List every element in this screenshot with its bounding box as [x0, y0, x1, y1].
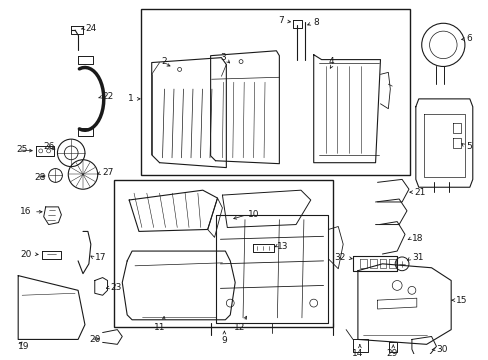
Text: 22: 22: [102, 93, 114, 102]
Text: 21: 21: [414, 188, 426, 197]
Text: 11: 11: [154, 323, 165, 332]
Text: 10: 10: [247, 210, 259, 219]
Text: 4: 4: [328, 57, 333, 66]
Text: 2: 2: [161, 57, 167, 66]
Text: 19: 19: [18, 342, 30, 351]
Text: 3: 3: [220, 53, 226, 62]
Text: 9: 9: [221, 337, 227, 346]
Text: 27: 27: [102, 168, 114, 177]
Text: 28: 28: [34, 173, 45, 182]
Text: 25: 25: [16, 145, 27, 154]
Text: 5: 5: [465, 141, 471, 150]
Text: 26: 26: [43, 141, 55, 150]
Text: 14: 14: [351, 349, 363, 358]
Text: 7: 7: [278, 16, 284, 25]
Text: 1: 1: [128, 94, 134, 103]
Text: 20: 20: [89, 335, 100, 344]
Text: 13: 13: [277, 242, 288, 251]
Text: 15: 15: [455, 296, 467, 305]
Text: 12: 12: [234, 323, 245, 332]
Text: 23: 23: [110, 283, 122, 292]
Text: 31: 31: [411, 253, 423, 262]
Bar: [141, 9, 409, 175]
Text: 8: 8: [313, 18, 319, 27]
Text: 6: 6: [465, 33, 471, 42]
Text: 32: 32: [334, 253, 346, 262]
Text: 17: 17: [95, 253, 106, 262]
Text: 16: 16: [20, 207, 32, 216]
Text: 24: 24: [85, 24, 96, 33]
Text: 20: 20: [20, 249, 32, 258]
Text: 30: 30: [436, 345, 447, 354]
Text: 18: 18: [411, 234, 423, 243]
Bar: [114, 180, 333, 327]
Text: 29: 29: [386, 349, 397, 358]
